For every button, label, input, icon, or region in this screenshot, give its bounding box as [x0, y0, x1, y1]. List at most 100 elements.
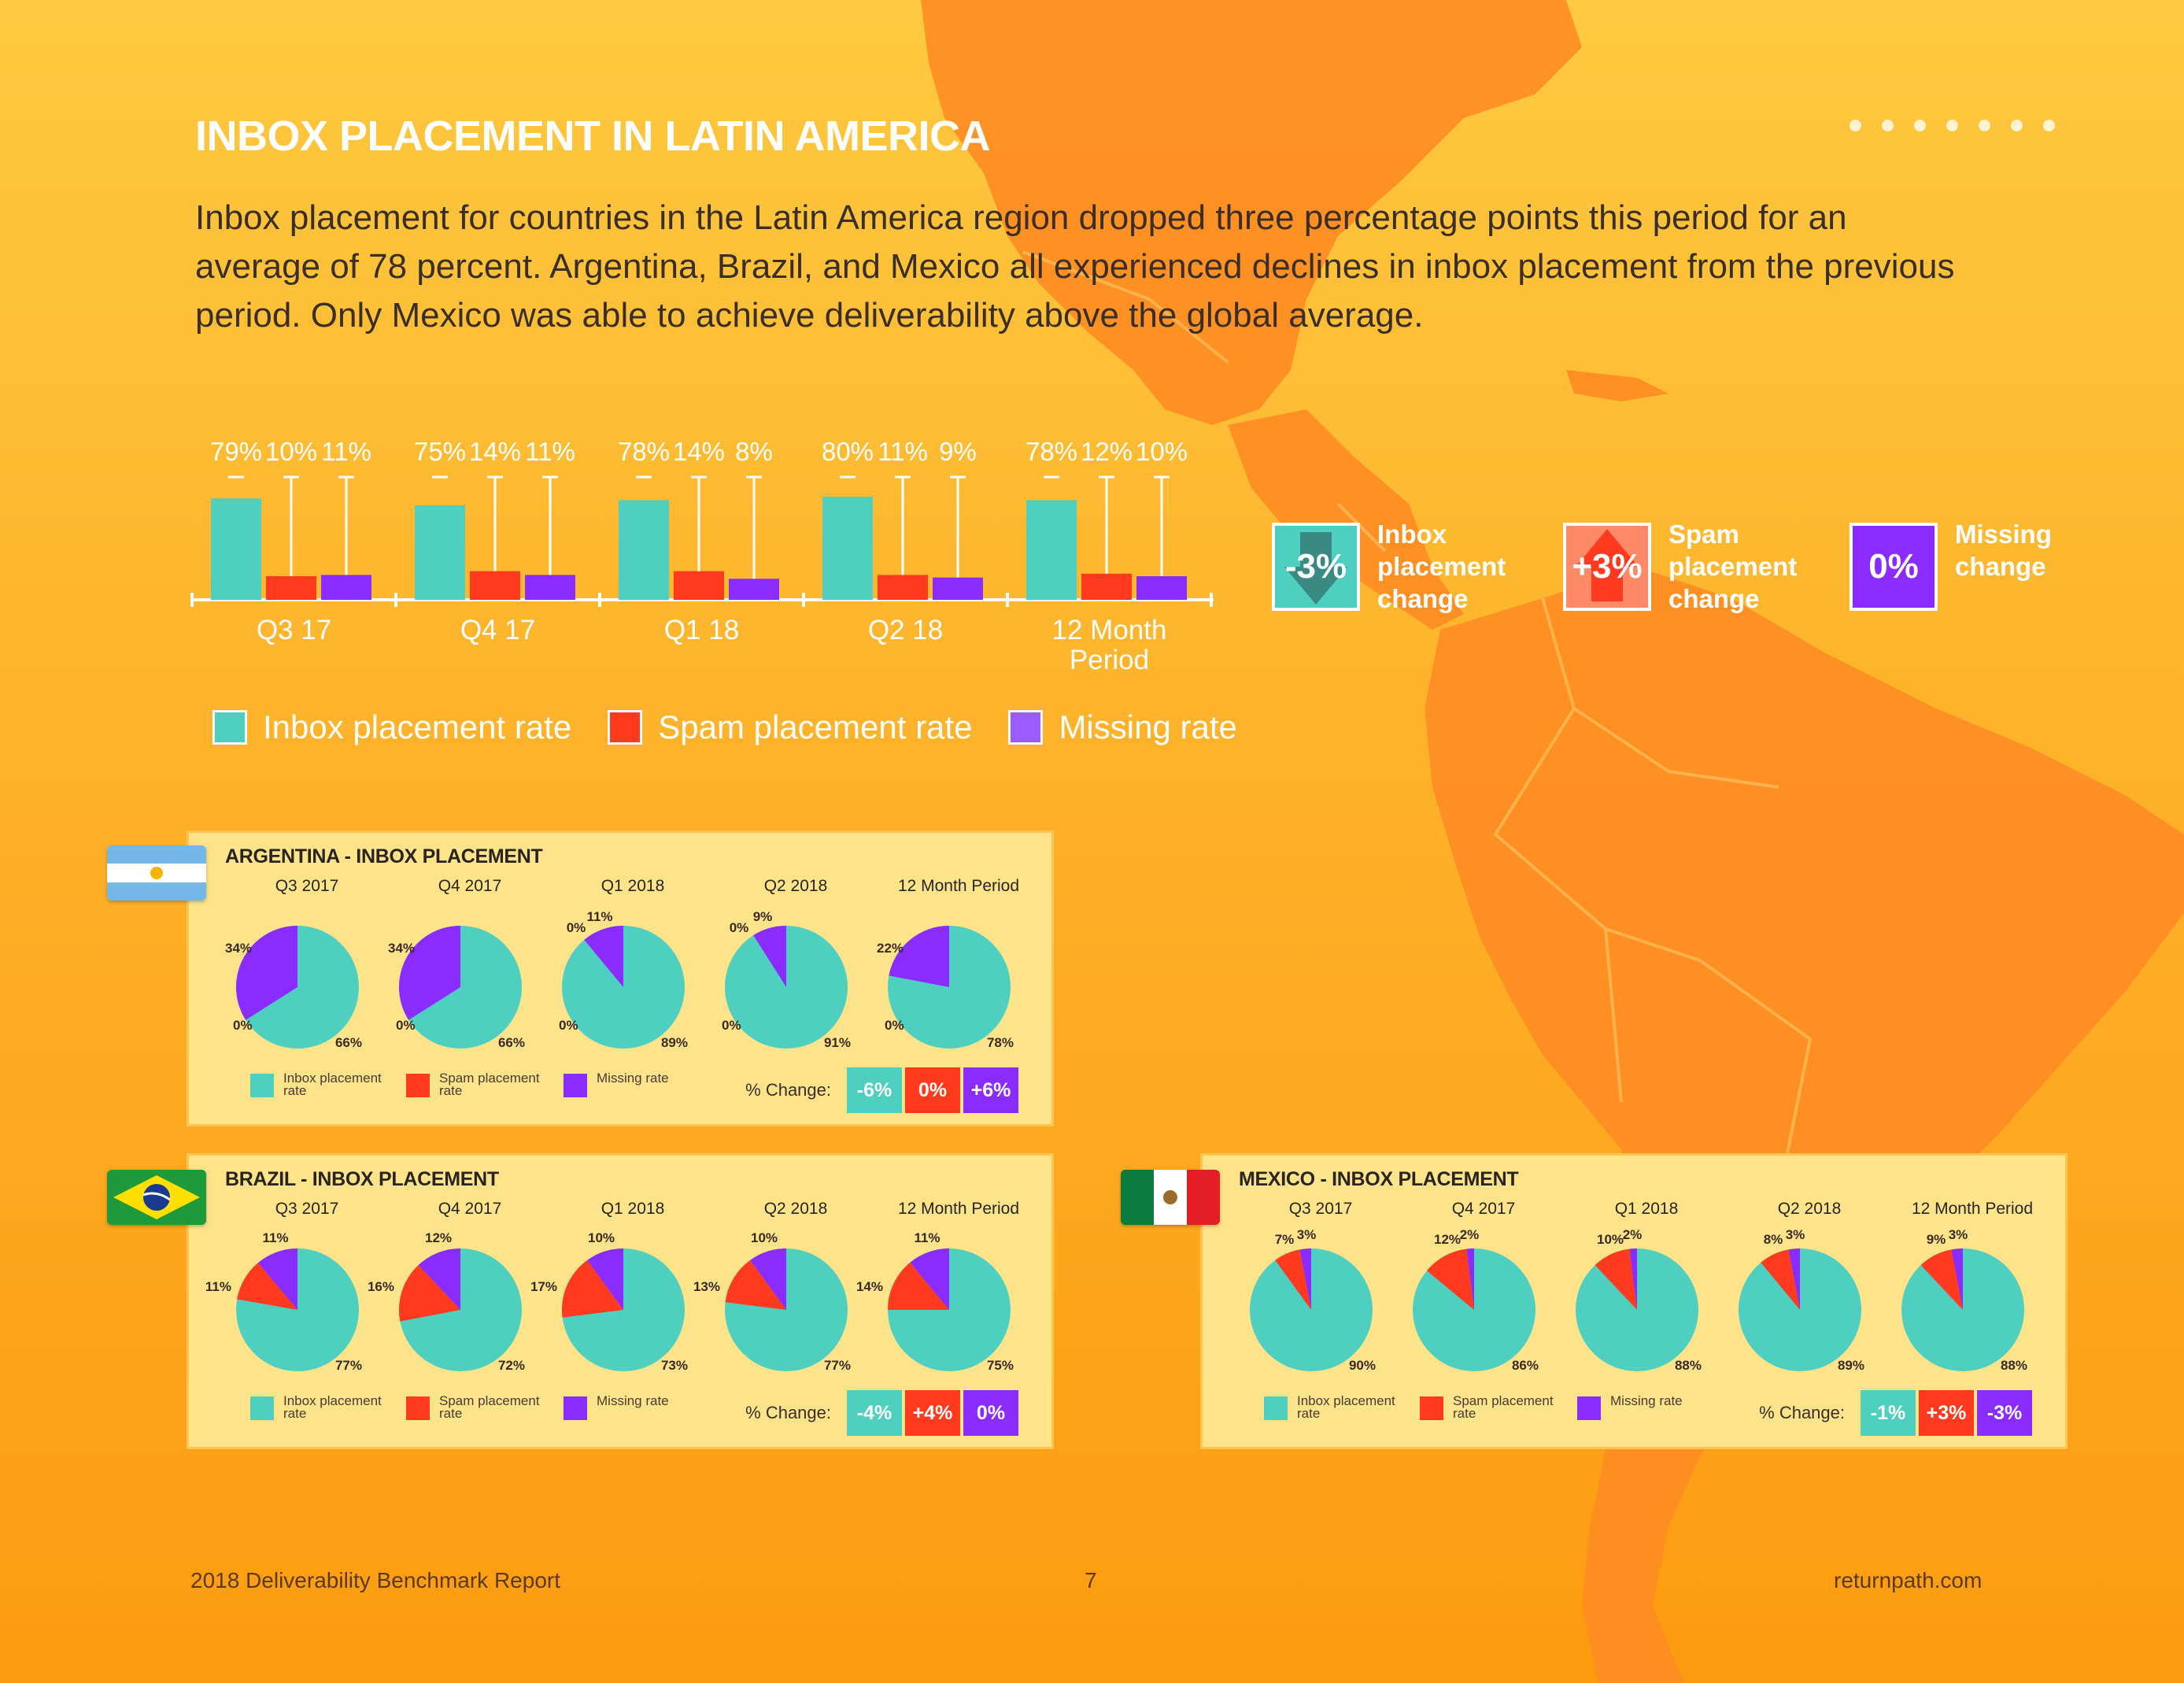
legend-swatch [564, 1396, 587, 1420]
pie-label-inbox: 90% [1349, 1358, 1376, 1373]
change-label-word: Spam [1668, 520, 1739, 549]
percent-change-value: -1% [1861, 1390, 1916, 1436]
bar-inbox [1026, 500, 1077, 600]
bar-value-label: 14% [673, 437, 725, 466]
legend-text: Missing rate [1610, 1393, 1683, 1408]
panel-legend-item: Spam placement rate [406, 1071, 549, 1097]
legend-swatch [1264, 1396, 1288, 1420]
pie-slice-missing [257, 1248, 297, 1310]
legend-swatch [1420, 1396, 1443, 1420]
bar-missing [525, 575, 575, 600]
panel-title: MEXICO - INBOX PLACEMENT [1239, 1168, 1519, 1190]
pie-slice-missing [910, 1248, 949, 1310]
legend-swatch [564, 1074, 587, 1097]
legend-text: Inbox placement rate [1297, 1393, 1395, 1421]
pie-label-missing: 3% [1949, 1227, 1968, 1242]
pie-slice-spam [725, 1259, 786, 1310]
pie-label-missing: 2% [1460, 1227, 1480, 1242]
pie-label-inbox: 72% [498, 1358, 525, 1373]
legend-swatch [406, 1396, 430, 1420]
x-tick-label: Q1 18 [664, 615, 739, 645]
pie-charts: 90%7% 3%86%12%2%88%10%2%89%8% 3%88%9% 3% [1250, 1227, 2027, 1373]
bar-value-label: 10% [265, 437, 317, 466]
footer-website[interactable]: returnpath.com [1834, 1568, 1983, 1592]
pie-label-inbox: 78% [987, 1035, 1014, 1050]
bar-value-label: 80% [822, 437, 874, 466]
flag-band [142, 1192, 171, 1201]
map-north-america [921, 0, 1582, 425]
pie-slice-missing [1466, 1248, 1474, 1310]
bar-value-label: 9% [939, 437, 977, 466]
pie-label-missing: 34% [225, 941, 252, 956]
pie-label-missing: 10% [588, 1230, 615, 1245]
x-tick-label: Q3 17 [257, 615, 331, 645]
legend-missing-label: Missing rate [1059, 708, 1237, 745]
pie-label-missing: 10% [751, 1230, 778, 1245]
change-label-word: placement [1377, 552, 1506, 581]
bar-missing [1136, 576, 1187, 600]
percent-change-label: % Change: [1759, 1403, 1845, 1422]
pie-label-spam: 12% [1434, 1232, 1461, 1247]
page-title: INBOX PLACEMENT IN LATIN AMERICA [195, 113, 990, 160]
bar-inbox [619, 500, 669, 600]
legend-swatch [250, 1396, 274, 1420]
pie-slice-spam [888, 1262, 949, 1310]
bar-value-label: 11% [321, 437, 371, 466]
argentina-panel: ARGENTINA - INBOX PLACEMENT Q3 2017 Q4 201… [189, 833, 1051, 1124]
legend-swatch [250, 1074, 274, 1097]
change-value: +3% [1572, 547, 1643, 586]
legend-text: Spam placement rate [439, 1393, 540, 1421]
pie-label-missing: 12% [425, 1230, 452, 1245]
mexico-panel: MEXICO - INBOX PLACEMENT Q3 2017 Q4 2017 Q1… [1203, 1156, 2065, 1447]
legend-missing: Missing rate [1008, 708, 1237, 746]
pie-label-spam: 0% [559, 1018, 578, 1033]
bar-value-label: 12% [1081, 437, 1133, 466]
panel-title: ARGENTINA - INBOX PLACEMENT [225, 845, 543, 867]
pie-slice-spam [1595, 1248, 1637, 1310]
legend-spam-label: Spam placement rate [658, 708, 973, 745]
pie-label-inbox: 88% [1675, 1358, 1702, 1373]
change-badge: 0% [1850, 523, 1938, 611]
pie-slice-missing [418, 1248, 460, 1310]
bar-spam [470, 571, 520, 600]
period-label: Q4 2017 [438, 877, 502, 895]
panel-legend-item: Spam placement rate [406, 1393, 549, 1421]
percent-change: % Change: -4% +4% 0% [745, 1390, 1018, 1436]
pie-label-inbox: 75% [987, 1358, 1014, 1373]
bar-value-label: 79% [210, 437, 262, 466]
pie-label-missing: 11% [914, 1230, 940, 1245]
argentina-flag-graphic [107, 845, 206, 901]
bar-inbox [822, 497, 873, 600]
panel-legend-item: Inbox placement rate [250, 1071, 394, 1097]
bar-value-label: 11% [525, 437, 575, 466]
change-label-word: Inbox [1377, 520, 1447, 549]
arrow-shape [1576, 529, 1639, 601]
change-indicator: 0% Missing change [1850, 520, 2052, 611]
percent-change-value: -6% [847, 1067, 902, 1113]
pie-slice-missing [1629, 1248, 1637, 1310]
flag-stripe [107, 845, 206, 864]
legend-inbox: Inbox placement rate [212, 708, 571, 746]
legend-spam: Spam placement rate [608, 708, 972, 746]
pie-label-missing: 9% [753, 909, 773, 924]
pie-label-spam: 0% [722, 1018, 741, 1033]
bar-value-label: 14% [469, 437, 521, 466]
pie-label-inbox: 77% [335, 1358, 362, 1373]
change-label-word: placement [1668, 552, 1798, 581]
pie-slice-missing [587, 1248, 623, 1310]
period-label: Q3 2017 [275, 877, 339, 895]
change-label-word: change [1668, 584, 1760, 613]
arrow-shape [1284, 532, 1347, 605]
dot [1882, 120, 1894, 131]
pie-label-inbox: 86% [1512, 1358, 1539, 1373]
panel-legend-item: Inbox placement rate [1264, 1393, 1407, 1421]
dot [1914, 120, 1926, 131]
pie-slice-missing [1299, 1248, 1311, 1310]
mexico-flag-graphic [1121, 1170, 1220, 1225]
change-indicator: -3% Inbox placement change [1272, 520, 1506, 615]
pie-label-inbox: 77% [824, 1358, 851, 1373]
bar-value-label: 75% [414, 437, 466, 466]
legend-text: Missing rate [597, 1393, 669, 1408]
percent-change-value: 0% [905, 1067, 960, 1113]
period-label: Q2 2018 [763, 1200, 828, 1218]
